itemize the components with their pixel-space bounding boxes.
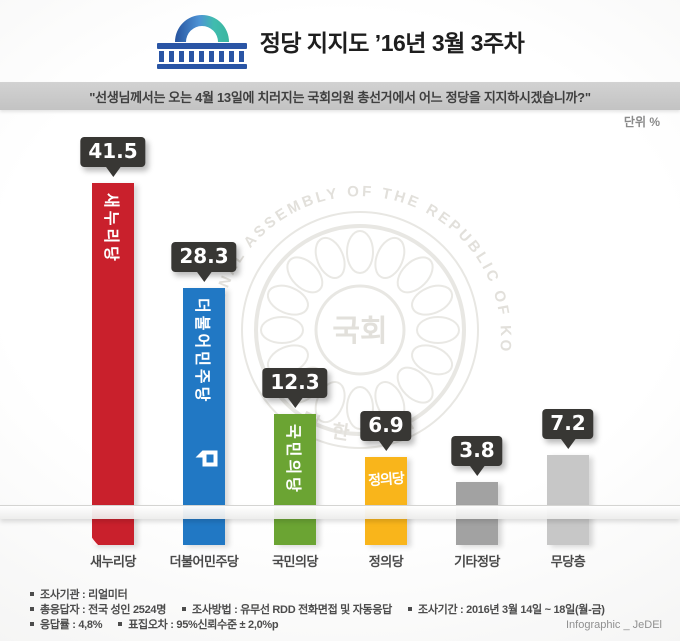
footer-item: 조사방법 : 유무선 RDD 전화면접 및 자동응답 [182,604,392,616]
unit-label: 단위 % [623,115,660,129]
footer-row-1: 조사기관 : 리얼미터 [30,588,621,603]
footer-item: 총응답자 : 전국 성인 2524명 [30,604,166,616]
bar: 새누리당 [92,183,134,545]
value-callout: 6.9 [360,411,412,441]
footer-item: 조사기간 : 2016년 3월 14일 ~ 18일(월-금) [408,604,605,616]
bar [547,455,589,545]
question-banner: "선생님께서는 오는 4월 13일에 치러지는 국회의원 총선거에서 어느 정당… [0,82,680,110]
assembly-building-icon [156,15,247,69]
bullet-icon [30,607,34,612]
footer-row-2: 총응답자 : 전국 성인 2524명 조사방법 : 유무선 RDD 전화면접 및 … [30,603,621,618]
category-label: 기타정당 [454,554,500,569]
category-label: 무당층 [550,554,586,569]
category-label: 더불어민주당 [169,554,239,569]
page-title: 정당 지지도 ’16년 3월 3주차 [259,30,525,56]
bar: 정의당 [365,457,407,545]
saenuri-swoosh-icon [92,456,134,545]
bar-inner-label: 국민의당 [284,424,301,495]
footer-item: 응답률 : 4,8% [30,619,103,631]
seal-petals [260,230,460,430]
seal-center-text: 국회 [332,315,387,348]
bullet-icon [30,592,34,597]
value-callout: 12.3 [262,368,328,398]
footer-item: 표집오차 : 95%신뢰수준 ± 2,0%p [118,619,279,631]
bullet-icon [408,607,412,612]
building-columns [158,51,244,62]
value-callout: 7.2 [542,409,594,439]
minjoo-logo-icon [190,448,219,470]
category-label: 국민의당 [272,554,318,569]
bar: 국민의당 [274,414,316,545]
footer-item: 조사기관 : 리얼미터 [30,589,128,601]
question-text: "선생님께서는 오는 4월 13일에 치러지는 국회의원 총선거에서 어느 정당… [89,89,591,105]
value-callout: 41.5 [80,137,146,167]
bar: 더불어민주당 [183,288,225,545]
bar-inner-label: 새누리당 [102,193,119,264]
bar-inner-label: 더불어민주당 [193,298,210,405]
value-callout: 28.3 [171,242,237,272]
category-label: 정의당 [368,554,404,569]
infographic-credit: Infographic _ JeDEl [566,619,662,631]
bullet-icon [182,607,187,612]
baseline-floor-band [0,505,680,519]
bar-inner-label: 정의당 [367,469,405,489]
footer-row-3: 응답률 : 4,8% 표집오차 : 95%신뢰수준 ± 2,0%p [30,618,621,633]
header: 정당 지지도 ’16년 3월 3주차 [0,0,680,82]
bullet-icon [30,622,34,627]
bullet-icon [118,622,123,627]
value-callout: 3.8 [451,436,503,466]
category-label: 새누리당 [90,554,136,569]
